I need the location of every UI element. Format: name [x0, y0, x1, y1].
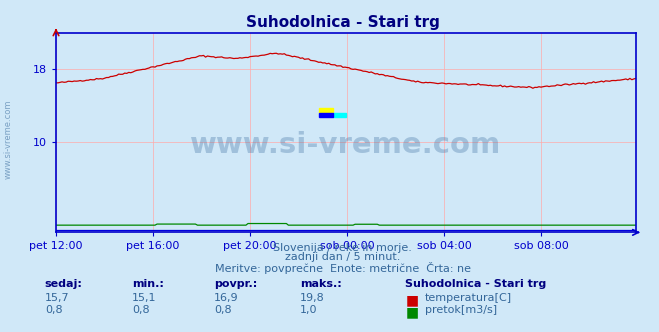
Text: pretok[m3/s]: pretok[m3/s] — [425, 305, 497, 315]
Text: temperatura[C]: temperatura[C] — [425, 293, 512, 303]
Text: maks.:: maks.: — [300, 279, 341, 289]
Bar — [319, 113, 333, 117]
Bar — [319, 109, 333, 113]
Text: Suhodolnica - Stari trg: Suhodolnica - Stari trg — [405, 279, 546, 289]
Text: 1,0: 1,0 — [300, 305, 318, 315]
Text: sedaj:: sedaj: — [45, 279, 82, 289]
Text: 15,1: 15,1 — [132, 293, 156, 303]
Text: 0,8: 0,8 — [214, 305, 232, 315]
Text: 15,7: 15,7 — [45, 293, 69, 303]
Text: povpr.:: povpr.: — [214, 279, 258, 289]
Text: 16,9: 16,9 — [214, 293, 239, 303]
Text: zadnji dan / 5 minut.: zadnji dan / 5 minut. — [285, 252, 401, 262]
Text: 0,8: 0,8 — [45, 305, 63, 315]
Bar — [333, 113, 346, 117]
Text: Slovenija / reke in morje.: Slovenija / reke in morje. — [273, 243, 412, 253]
Text: ■: ■ — [405, 293, 418, 307]
Text: Suhodolnica - Stari trg: Suhodolnica - Stari trg — [246, 15, 440, 30]
Text: ■: ■ — [405, 305, 418, 319]
Text: 0,8: 0,8 — [132, 305, 150, 315]
Text: www.si-vreme.com: www.si-vreme.com — [3, 100, 13, 179]
Text: min.:: min.: — [132, 279, 163, 289]
Text: 19,8: 19,8 — [300, 293, 325, 303]
Text: www.si-vreme.com: www.si-vreme.com — [190, 131, 501, 159]
Text: Meritve: povprečne  Enote: metrične  Črta: ne: Meritve: povprečne Enote: metrične Črta:… — [215, 262, 471, 274]
